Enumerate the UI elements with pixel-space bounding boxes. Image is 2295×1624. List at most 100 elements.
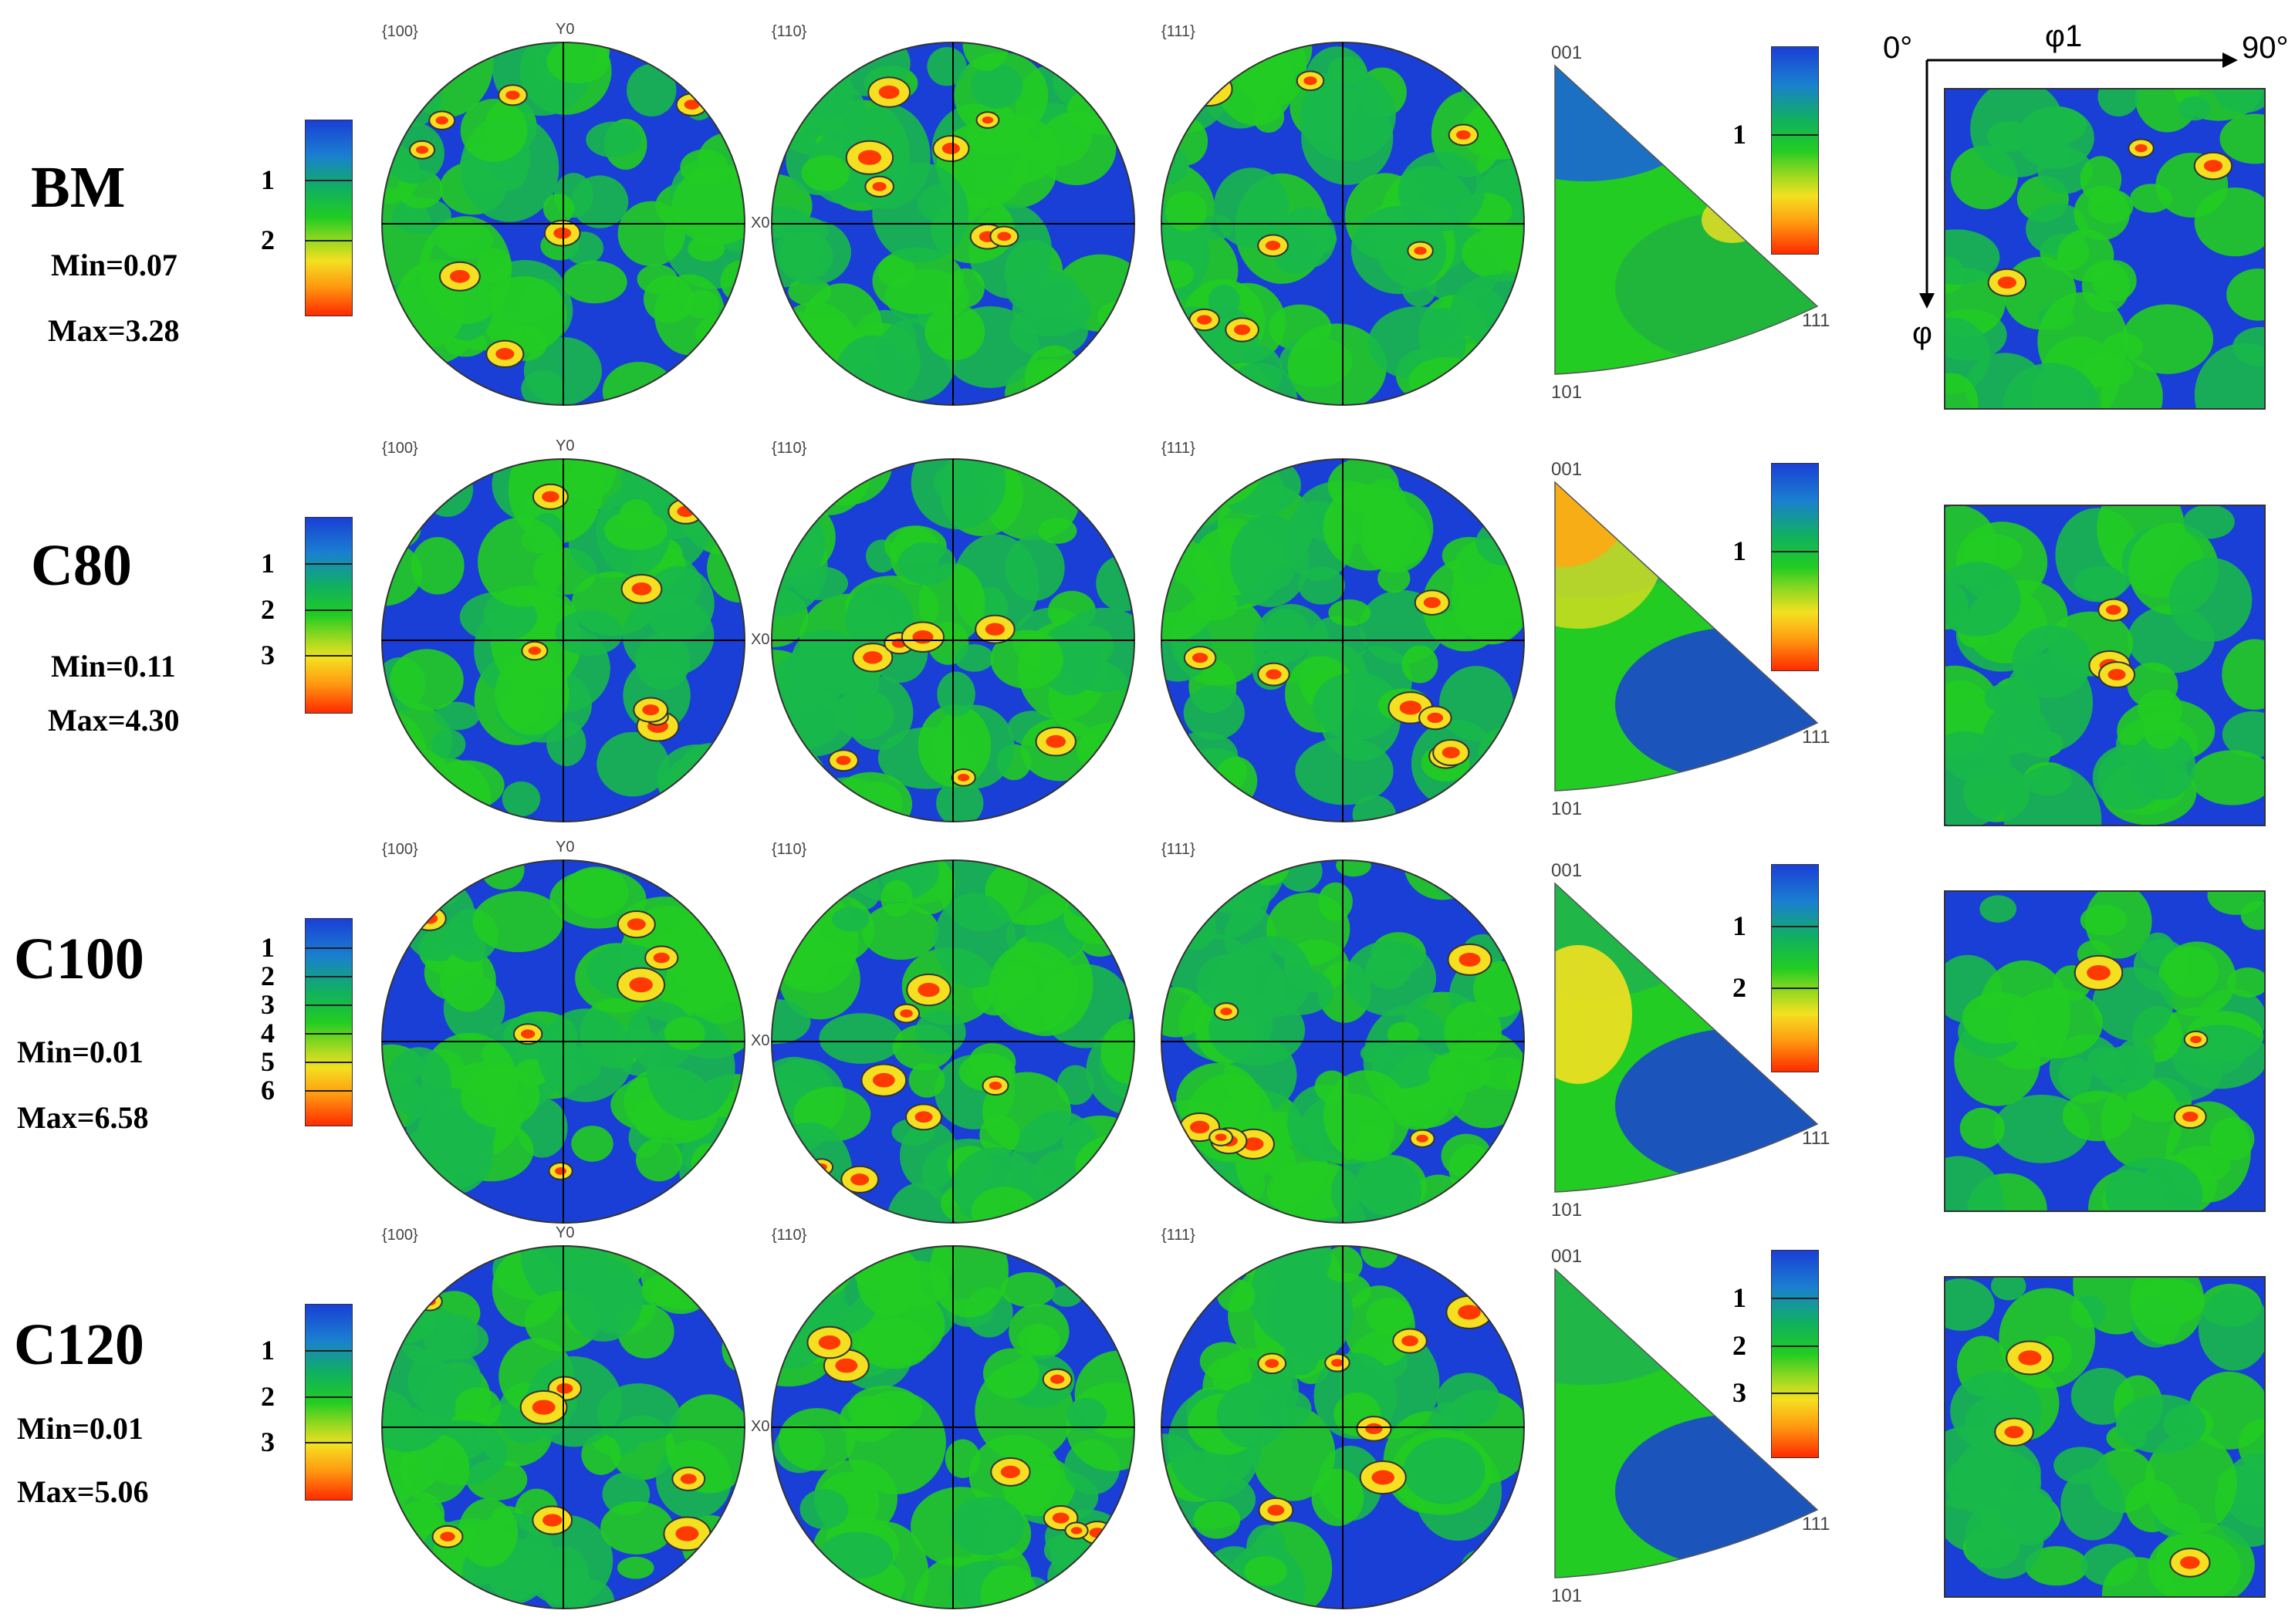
legend-tick <box>1772 1298 1818 1300</box>
medium-intensity-blob <box>847 860 940 903</box>
x0-axis-label: X0 <box>751 631 770 648</box>
medium-intensity-blob <box>1064 869 1110 918</box>
peak-intensity-spot <box>2107 669 2126 680</box>
ipf-legend-tick-label: 1 <box>1732 1282 1746 1314</box>
medium-intensity-blob <box>458 1498 518 1567</box>
medium-intensity-blob <box>908 1062 945 1098</box>
legend-tick-label: 2 <box>261 593 275 625</box>
medium-intensity-blob <box>2222 639 2265 710</box>
peak-intensity-spot <box>2106 605 2121 615</box>
medium-intensity-blob <box>546 721 586 767</box>
peak-intensity-spot <box>985 623 1006 636</box>
medium-intensity-blob <box>1216 1383 1286 1448</box>
peak-intensity-spot <box>553 227 572 239</box>
medium-intensity-blob <box>820 459 853 477</box>
sample-row-c80: C80 Min=0.11 Max=4.30 1 2 3 <box>0 432 2295 818</box>
legend-tick-label: 1 <box>261 1335 275 1366</box>
medium-intensity-blob <box>2003 363 2099 409</box>
intensity-field <box>1945 505 2265 826</box>
medium-intensity-blob <box>2232 326 2265 366</box>
medium-intensity-blob <box>1161 470 1201 512</box>
medium-intensity-blob <box>971 1187 1037 1223</box>
medium-intensity-blob <box>2226 268 2265 321</box>
medium-intensity-blob <box>872 247 965 315</box>
medium-intensity-blob <box>1330 1152 1422 1223</box>
medium-intensity-blob <box>2207 891 2265 915</box>
medium-intensity-blob <box>2164 946 2219 998</box>
medium-intensity-blob <box>1287 323 1387 405</box>
legend-tick <box>306 239 352 241</box>
medium-intensity-blob <box>1312 672 1400 740</box>
medium-intensity-blob <box>1945 1156 2004 1211</box>
legend-tick-label: 3 <box>261 1426 275 1457</box>
peak-intensity-spot <box>900 1009 913 1018</box>
medium-intensity-blob <box>1263 1246 1332 1292</box>
medium-intensity-blob <box>1970 89 2066 177</box>
medium-intensity-blob <box>382 860 420 924</box>
ipf-corner-101: 101 <box>1551 382 1583 403</box>
medium-intensity-blob <box>776 220 851 285</box>
medium-intensity-blob <box>1183 685 1245 741</box>
medium-intensity-blob <box>949 1497 1025 1556</box>
peak-intensity-spot <box>532 1399 556 1415</box>
medium-intensity-blob <box>927 47 967 86</box>
min-value: Min=0.01 <box>17 1035 144 1069</box>
medium-intensity-blob <box>1173 1575 1212 1609</box>
ipf-corner-111: 111 <box>1802 1128 1830 1149</box>
medium-intensity-blob <box>2080 904 2128 936</box>
medium-intensity-blob <box>478 517 566 607</box>
peak-intensity-spot <box>872 1072 895 1088</box>
medium-intensity-blob <box>833 335 910 405</box>
peak-intensity-spot <box>528 647 542 655</box>
legend-tick-label: 6 <box>261 1074 275 1106</box>
medium-intensity-blob <box>1038 518 1077 544</box>
medium-intensity-blob <box>1054 607 1134 693</box>
medium-intensity-blob <box>460 1065 540 1128</box>
medium-intensity-blob <box>1999 1288 2096 1389</box>
peak-intensity-spot <box>435 116 448 125</box>
peak-intensity-spot <box>997 231 1012 241</box>
peak-intensity-spot <box>989 1081 1002 1090</box>
medium-intensity-blob <box>980 1565 1037 1609</box>
pole-figure-plane-label: {100} <box>382 841 418 858</box>
intensity-field <box>1161 860 1524 1223</box>
medium-intensity-blob <box>1100 1018 1134 1085</box>
peak-intensity-spot <box>505 90 520 100</box>
medium-intensity-blob <box>2227 967 2265 998</box>
medium-intensity-blob <box>918 704 992 788</box>
medium-intensity-blob <box>1161 346 1187 381</box>
medium-intensity-blob <box>603 511 668 551</box>
legend-tick-label: 3 <box>261 988 275 1020</box>
medium-intensity-blob <box>1945 1278 1995 1331</box>
medium-intensity-blob <box>1945 731 2015 826</box>
legend-tick <box>306 1061 352 1063</box>
medium-intensity-blob <box>979 1115 1020 1155</box>
sample-name: C100 <box>14 927 144 991</box>
medium-intensity-blob <box>1213 167 1289 248</box>
medium-intensity-blob <box>1096 555 1134 612</box>
medium-intensity-blob <box>689 741 745 822</box>
legend-tick <box>306 654 352 657</box>
ipf-legend-tick-label: 1 <box>1732 910 1746 942</box>
medium-intensity-blob <box>1990 1277 2026 1301</box>
peak-intensity-spot <box>1455 130 1471 140</box>
medium-intensity-blob <box>641 1275 682 1307</box>
peak-intensity-spot <box>449 269 470 283</box>
intensity-field <box>382 42 745 405</box>
odf-outline <box>1944 1276 2266 1598</box>
medium-intensity-blob <box>659 768 701 805</box>
x0-axis-label: X0 <box>751 214 770 231</box>
medium-intensity-blob <box>2115 1394 2206 1453</box>
medium-intensity-blob <box>807 860 840 878</box>
medium-intensity-blob <box>1161 535 1220 642</box>
medium-intensity-blob <box>1401 645 1438 684</box>
peak-intensity-spot <box>1371 1470 1395 1485</box>
medium-intensity-blob <box>1441 1574 1479 1605</box>
medium-intensity-blob <box>1161 787 1206 822</box>
medium-intensity-blob <box>434 701 480 731</box>
peak-intensity-spot <box>2087 964 2111 981</box>
medium-intensity-blob <box>2003 765 2102 826</box>
intensity-field <box>1945 1277 2265 1597</box>
medium-intensity-blob <box>620 499 654 529</box>
medium-intensity-blob <box>857 1246 922 1317</box>
